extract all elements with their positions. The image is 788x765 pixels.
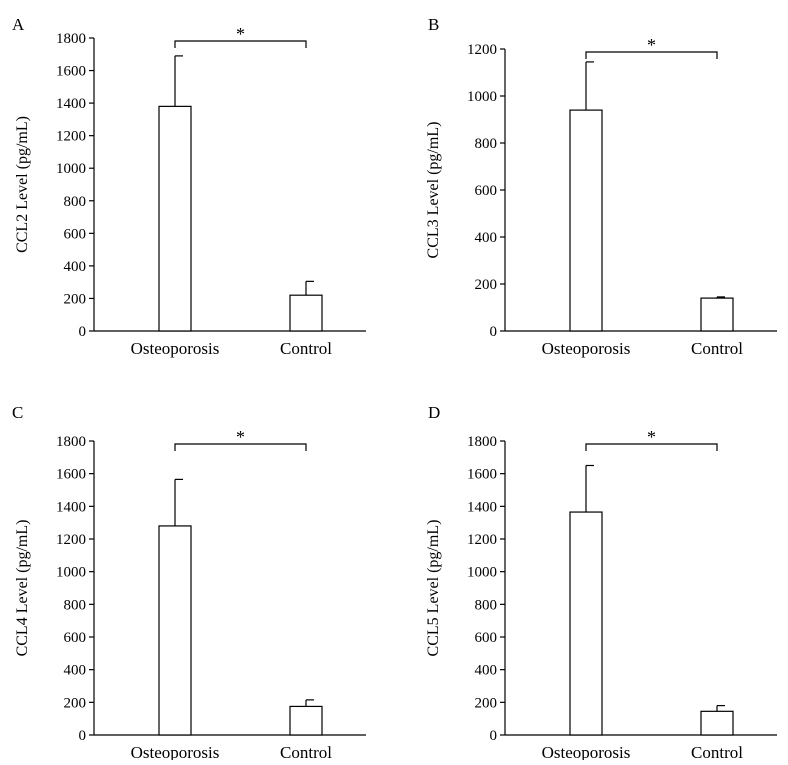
y-tick-label: 1800 (467, 434, 497, 450)
bar-osteoporosis (569, 109, 603, 332)
y-tick-label: 1400 (56, 499, 86, 515)
significance-bracket (174, 40, 307, 48)
y-tick-label: 800 (475, 136, 498, 152)
bar-osteoporosis (158, 105, 192, 332)
y-tick-label: 1800 (56, 434, 86, 450)
y-tick-label: 200 (475, 695, 498, 711)
y-tick-label: 1600 (467, 467, 497, 483)
bar-control (289, 294, 323, 332)
panel-letter: D (428, 403, 440, 422)
category-label: Osteoporosis (131, 339, 220, 358)
y-tick-label: 0 (79, 324, 87, 340)
y-tick-label: 600 (64, 226, 87, 242)
y-tick-label: 0 (490, 728, 498, 744)
y-tick-label: 400 (64, 259, 87, 275)
bar-control (289, 705, 323, 736)
y-tick-label: 200 (64, 291, 87, 307)
category-label: Control (691, 743, 743, 760)
y-tick-label: 400 (64, 663, 87, 679)
significance-bracket (585, 443, 718, 451)
y-tick-label: 1200 (467, 42, 497, 58)
y-tick-label: 200 (64, 695, 87, 711)
chart-panel-d: D 0 200 400 600 800 1000 1200 1400 1600 1800 CCL5 L… (425, 403, 777, 762)
chart-panel-c: C 0 200 400 600 800 1000 1200 1400 1600 1800 CCL4 L… (12, 403, 366, 762)
bar-control (700, 297, 734, 332)
significance-marker: * (647, 35, 656, 55)
y-axis-label: CCL2 Level (pg/mL) (14, 116, 31, 253)
bar-control (700, 710, 734, 736)
bar-osteoporosis (158, 525, 192, 736)
y-tick-label: 600 (64, 630, 87, 646)
panel-letter: B (428, 15, 439, 34)
y-tick-label: 600 (475, 183, 498, 199)
y-axis-label: CCL4 Level (pg/mL) (14, 520, 31, 657)
y-tick-label: 1800 (56, 31, 86, 47)
category-label: Osteoporosis (131, 743, 220, 760)
y-tick-label: 1000 (56, 565, 86, 581)
y-tick-label: 0 (79, 728, 87, 744)
y-tick-label: 1600 (56, 64, 86, 80)
category-label: Osteoporosis (542, 743, 631, 760)
category-label: Control (280, 339, 332, 358)
chart-panel-a: A 0 200 400 600 800 1000 1200 1400 1600 1800 CCL2 L… (12, 15, 366, 358)
y-tick-label: 800 (475, 597, 498, 613)
y-tick-label: 1200 (467, 532, 497, 548)
y-tick-label: 1400 (56, 96, 86, 112)
y-tick-label: 400 (475, 230, 498, 246)
category-label: Osteoporosis (542, 339, 631, 358)
category-label: Control (280, 743, 332, 760)
y-tick-label: 0 (490, 324, 498, 340)
significance-marker: * (236, 427, 245, 447)
bar-osteoporosis (569, 511, 603, 736)
significance-marker: * (647, 427, 656, 447)
y-tick-label: 1000 (467, 89, 497, 105)
y-tick-label: 1000 (467, 565, 497, 581)
significance-bracket (174, 443, 307, 451)
y-tick-label: 1200 (56, 129, 86, 145)
y-tick-label: 800 (64, 597, 87, 613)
y-tick-label: 1200 (56, 532, 86, 548)
y-tick-label: 1000 (56, 161, 86, 177)
y-tick-label: 800 (64, 194, 87, 210)
y-tick-label: 200 (475, 277, 498, 293)
significance-bracket (585, 51, 718, 59)
significance-marker: * (236, 24, 245, 44)
y-axis-label: CCL5 Level (pg/mL) (425, 520, 442, 657)
y-tick-label: 400 (475, 663, 498, 679)
chart-panel-b: B 0 200 400 600 800 1000 1200 CCL3 Level (pg/mL)… (425, 15, 777, 358)
y-axis-label: CCL3 Level (pg/mL) (425, 122, 442, 259)
panel-letter: C (12, 403, 23, 422)
y-tick-label: 600 (475, 630, 498, 646)
panel-letter: A (12, 15, 25, 34)
y-tick-label: 1600 (56, 467, 86, 483)
y-tick-label: 1400 (467, 499, 497, 515)
category-label: Control (691, 339, 743, 358)
